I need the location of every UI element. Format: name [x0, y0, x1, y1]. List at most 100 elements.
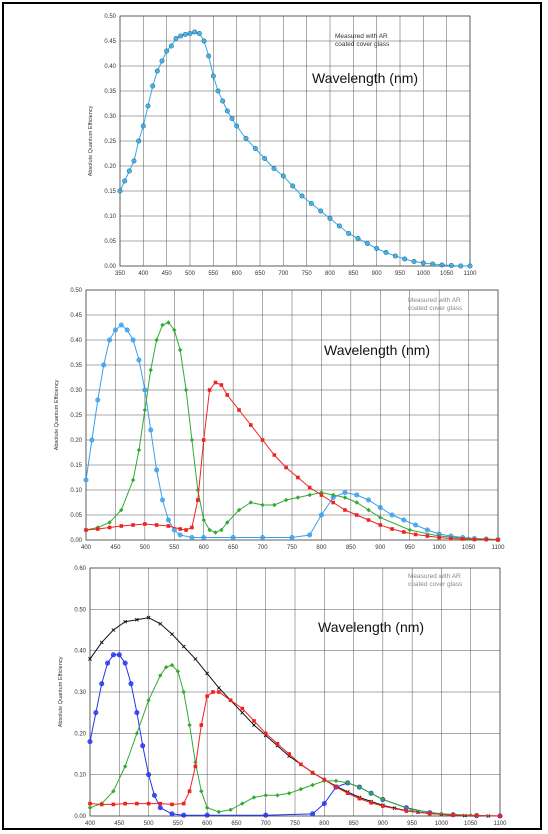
data-point: [119, 524, 124, 528]
data-point: [146, 615, 151, 620]
data-point: [210, 73, 216, 79]
annotation-text: Measured with AR: [408, 297, 461, 304]
data-point: [207, 388, 212, 392]
series-line: [89, 691, 501, 817]
data-point: [354, 492, 360, 498]
y-tick-label: 0.40: [74, 649, 86, 655]
data-point: [88, 801, 92, 806]
x-tick-label: 950: [407, 821, 418, 827]
data-point: [460, 537, 465, 541]
data-point: [135, 801, 139, 806]
y-tick-label: 0.25: [70, 413, 82, 419]
data-point: [284, 465, 288, 470]
data-point: [411, 259, 417, 265]
y-tick-label: 0.40: [104, 64, 116, 70]
y-tick-label: 0.20: [70, 438, 82, 444]
series-line: [85, 381, 499, 541]
data-point: [327, 216, 333, 222]
data-point: [427, 811, 432, 816]
x-tick-label: 600: [232, 271, 243, 277]
data-point: [321, 801, 327, 807]
data-point: [99, 802, 104, 807]
data-point: [205, 694, 209, 698]
data-point: [402, 256, 408, 262]
data-point: [158, 673, 163, 678]
y-tick-label: 0.00: [104, 264, 116, 270]
annotation-text: Measured with AR: [408, 573, 461, 580]
x-tick-label: 550: [169, 545, 180, 551]
data-point: [93, 710, 99, 716]
x-tick-label: 700: [278, 271, 289, 277]
data-point: [111, 628, 116, 632]
data-point: [474, 813, 479, 818]
data-point: [240, 710, 245, 715]
data-point: [99, 640, 104, 645]
x-tick-label: 450: [110, 545, 121, 551]
data-point: [165, 517, 171, 523]
x-tick-label: 500: [140, 545, 151, 551]
data-point: [148, 367, 153, 373]
data-point: [237, 408, 241, 412]
data-point: [215, 88, 221, 94]
data-point: [196, 498, 200, 502]
data-point: [369, 800, 373, 805]
data-point: [89, 437, 95, 443]
data-point: [448, 263, 454, 269]
data-point: [224, 108, 230, 114]
data-point: [364, 241, 370, 247]
data-point: [225, 393, 230, 397]
data-point: [345, 791, 350, 796]
y-tick-label: 0.45: [104, 39, 116, 45]
data-point: [319, 493, 324, 497]
data-point: [118, 322, 124, 328]
y-tick-label: 0.15: [104, 189, 116, 195]
data-point: [381, 804, 385, 808]
wavelength-label: Wavelength (nm): [324, 342, 430, 358]
data-point: [225, 520, 230, 525]
y-tick-label: 0.15: [70, 463, 82, 469]
data-point: [354, 513, 359, 517]
data-point: [219, 527, 224, 533]
y-tick-label: 0.50: [70, 288, 82, 294]
data-point: [206, 53, 212, 59]
data-point: [377, 505, 383, 511]
y-tick-label: 0.00: [74, 814, 86, 820]
data-point: [260, 438, 265, 442]
data-point: [307, 492, 312, 498]
data-point: [322, 777, 327, 782]
data-point: [136, 138, 142, 144]
wavelength-label: Wavelength (nm): [318, 619, 424, 635]
data-point: [142, 387, 148, 393]
data-point: [130, 337, 136, 343]
x-tick-label: 1050: [462, 545, 476, 551]
data-point: [122, 660, 128, 666]
data-point: [177, 347, 183, 353]
data-point: [380, 797, 386, 802]
data-point: [183, 387, 189, 393]
data-point: [148, 427, 154, 433]
data-point: [164, 48, 170, 54]
x-tick-label: 950: [395, 271, 406, 277]
y-tick-label: 0.30: [70, 388, 82, 394]
data-point: [236, 507, 242, 513]
data-point: [143, 522, 147, 526]
data-point: [334, 785, 338, 789]
x-tick-label: 1000: [432, 545, 446, 551]
data-point: [310, 782, 315, 788]
data-point: [201, 535, 207, 541]
data-point: [88, 657, 92, 661]
data-point: [140, 123, 146, 129]
x-tick-label: 350: [115, 271, 126, 277]
data-point: [166, 320, 171, 325]
data-point: [213, 380, 218, 385]
data-point: [439, 262, 445, 268]
y-tick-label: 0.10: [70, 488, 82, 494]
qe-chart-mono: 350 400 450 500 550 600 650 700 750 800 850 900 950 1…: [88, 14, 477, 277]
data-point: [181, 644, 186, 649]
x-tick-label: 700: [258, 545, 269, 551]
data-point: [407, 527, 412, 533]
y-tick-label: 0.10: [74, 773, 86, 779]
data-point: [204, 805, 210, 810]
data-point: [310, 770, 315, 775]
data-point: [101, 362, 107, 368]
